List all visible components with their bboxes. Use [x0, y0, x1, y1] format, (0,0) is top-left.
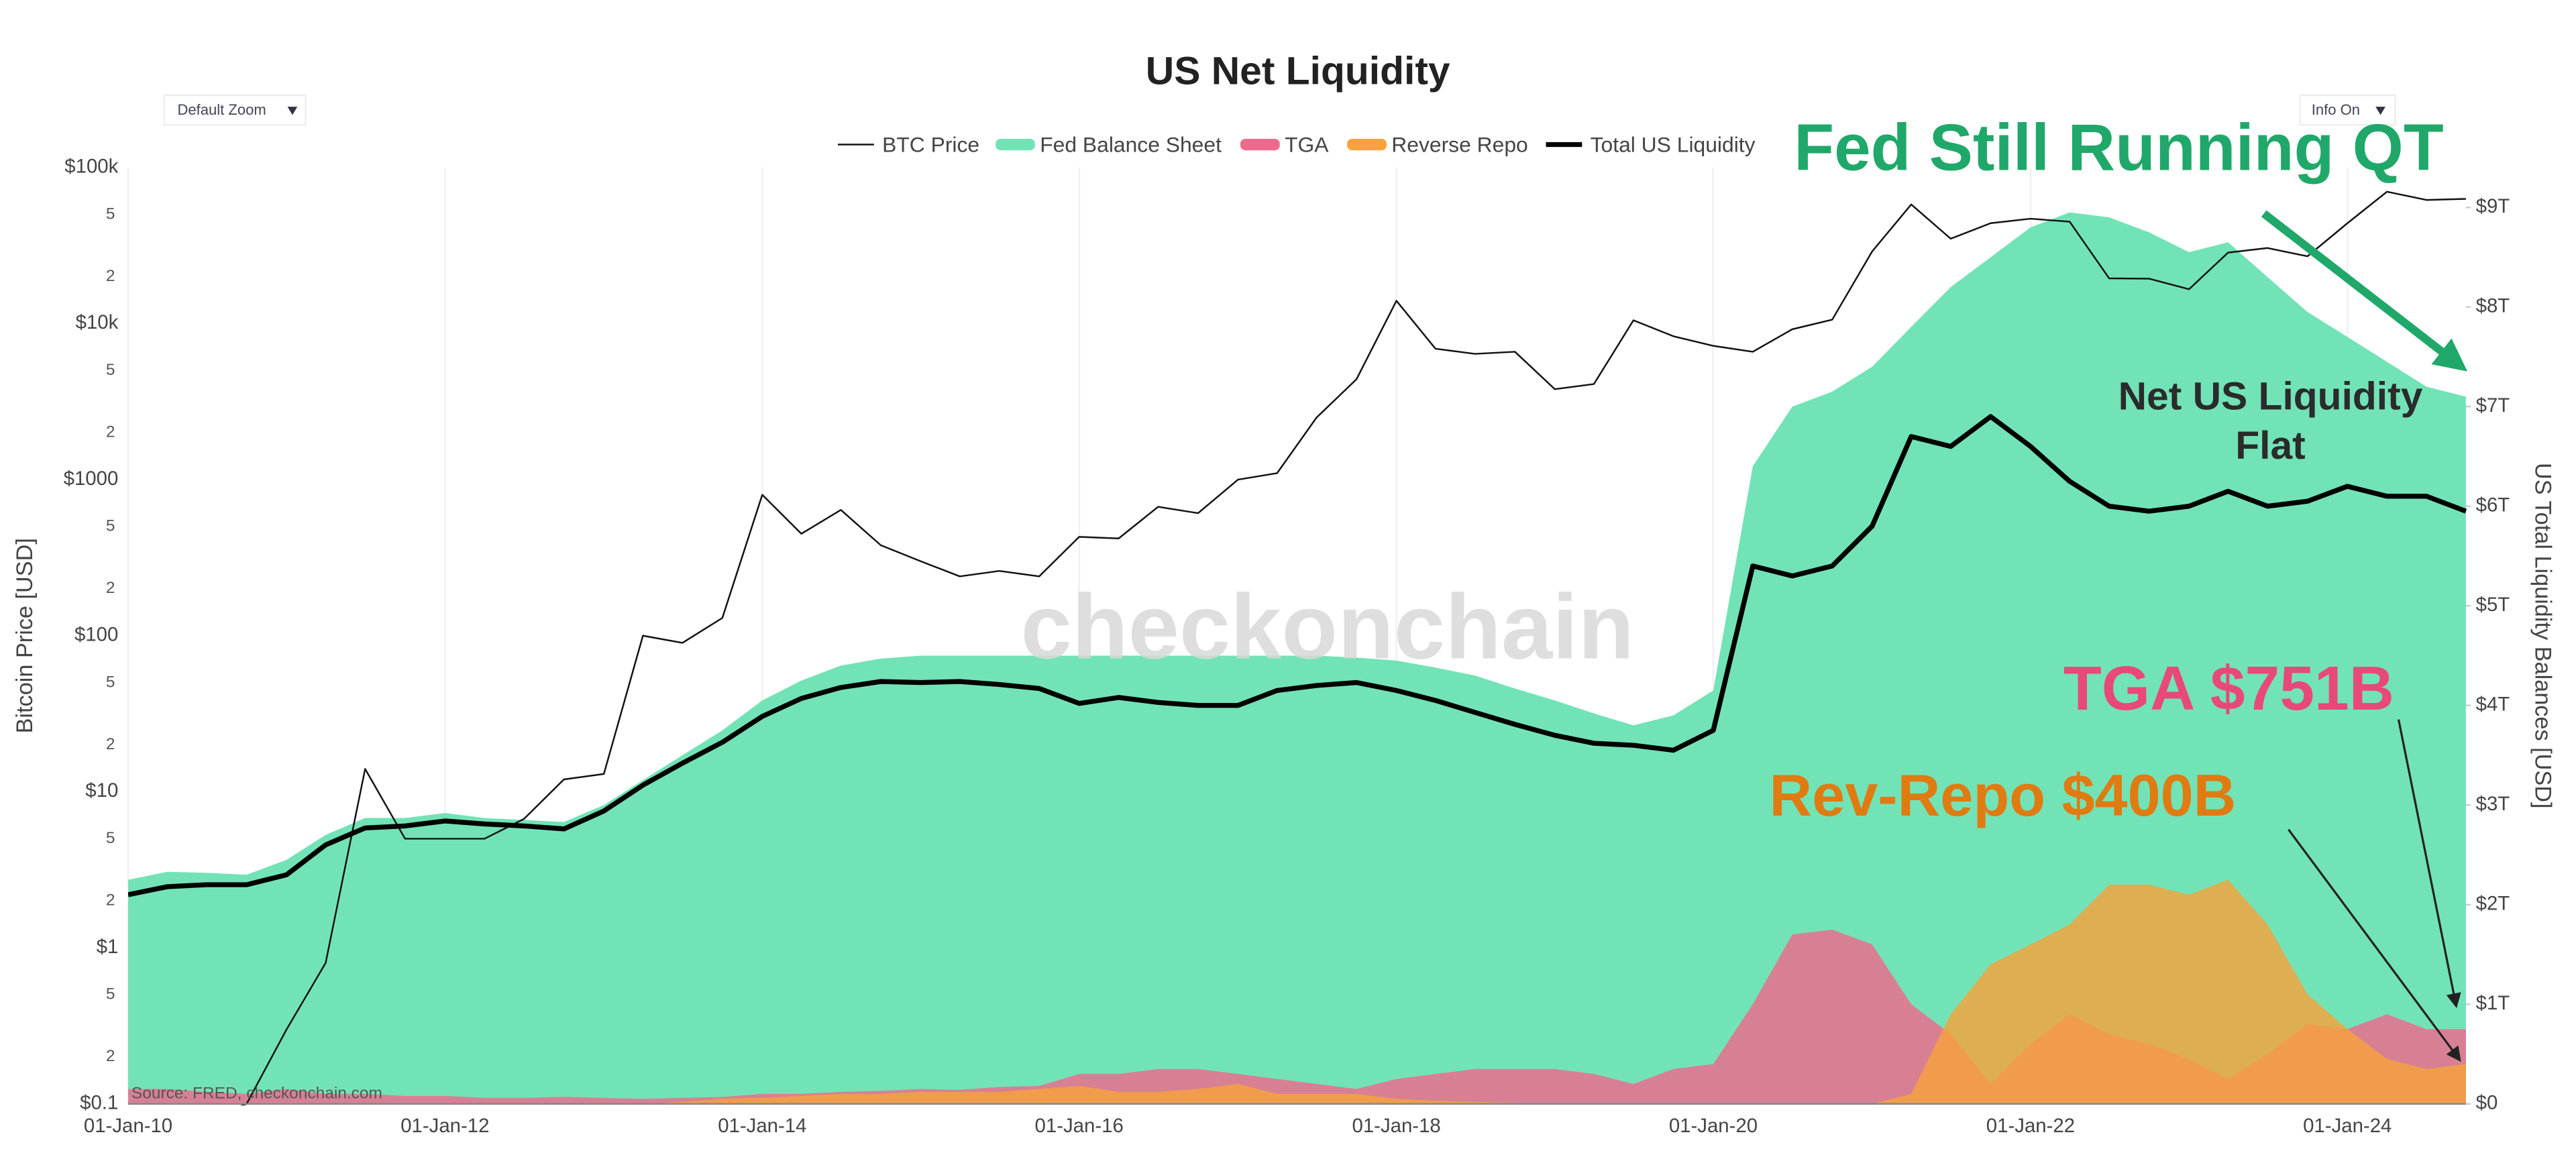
y-tick-label: 5 [106, 361, 115, 379]
line-series [239, 190, 2466, 1106]
x-tick-label: 01-Jan-16 [1035, 1115, 1124, 1137]
annotation: Fed Still Running QT [1794, 111, 2443, 184]
zoom-box[interactable] [163, 94, 307, 126]
annotation: Net US Liquidity [2118, 375, 2423, 419]
area-series [128, 929, 2466, 1104]
area-series [128, 879, 2466, 1104]
legend-swatch [1347, 138, 1387, 151]
area-series [128, 212, 2466, 1104]
lines [128, 190, 2467, 1106]
y2-tick-label: $0 [2476, 1091, 2498, 1113]
y-tick-label: $1000 [64, 468, 119, 490]
y2-tick-label: $8T [2476, 294, 2510, 317]
y2-tick-label: $7T [2476, 394, 2510, 417]
y-tick-label: $10 [85, 779, 118, 802]
annotations: Fed Still Running QT Net US Liquidity Flat… [1770, 111, 2444, 828]
y2-tick-label: $9T [2476, 195, 2510, 217]
axes: 01-Jan-10 01-Jan-12 01-Jan-14 01-Jan-16 01-J… [64, 156, 2510, 1137]
y2-tick-label: $6T [2476, 494, 2510, 516]
info-control[interactable]: Info On [2299, 94, 2396, 126]
annotation: Rev-Repo $400B [1770, 762, 2237, 828]
tga-arrow [2397, 719, 2461, 1009]
zoom-label[interactable]: Default Zoom [177, 101, 266, 118]
legend-label: BTC Price [882, 132, 979, 156]
zoom-control[interactable]: Default Zoom [163, 94, 307, 126]
areas [128, 212, 2466, 1104]
chart-title: US Net Liquidity [1146, 50, 1450, 93]
y-tick-label: 5 [106, 985, 115, 1003]
y2-tick-label: $2T [2476, 892, 2510, 914]
legend: BTC Price Fed Balance Sheet TGA Reverse Rep… [837, 132, 1756, 156]
legend-label: Reverse Repo [1391, 132, 1527, 156]
y-tick-label: $0.1 [80, 1091, 118, 1113]
y-tick-label: 2 [106, 423, 115, 441]
y-tick-label: 2 [106, 579, 115, 597]
y-tick-label: $1 [97, 936, 119, 958]
line-series [128, 414, 2467, 897]
annotation: Flat [2235, 424, 2305, 468]
legend-label: Fed Balance Sheet [1040, 132, 1222, 156]
legend-label: Total US Liquidity [1591, 132, 1756, 156]
qt-arrow [2261, 210, 2468, 372]
x-tick-label: 01-Jan-14 [718, 1115, 806, 1137]
y-tick-label: 2 [106, 891, 115, 909]
rrp-arrow [2288, 828, 2461, 1062]
annotation: TGA $751B [2063, 653, 2394, 723]
x-tick-label: 01-Jan-18 [1352, 1115, 1440, 1137]
y-tick-label: $100 [74, 624, 118, 646]
legend-swatch [996, 138, 1035, 151]
x-tick-label: 01-Jan-22 [1986, 1115, 2075, 1137]
y2-tick-label: $3T [2476, 793, 2510, 815]
y-tick-label: 2 [106, 267, 115, 285]
info-caret[interactable] [2375, 107, 2385, 115]
y2-tick-label: $5T [2476, 594, 2510, 616]
y-tick-label: 5 [106, 673, 115, 691]
y2-tick-label: $4T [2476, 693, 2510, 715]
watermark: checkonchain [1021, 576, 1634, 679]
y2-axis-title: US Total Liquidity Balances [USD] [2530, 463, 2556, 809]
y-tick-label: 5 [106, 829, 115, 847]
legend-label: TGA [1285, 132, 1329, 156]
x-tick-label: 01-Jan-12 [400, 1115, 489, 1137]
x-tick-label: 01-Jan-20 [1669, 1115, 1758, 1137]
y-tick-label: 2 [106, 1047, 115, 1065]
source-note: Source: FRED, checkonchain.com [131, 1084, 382, 1102]
zoom-caret[interactable] [287, 107, 298, 115]
y-tick-label: 5 [106, 205, 115, 223]
y-axis-title: Bitcoin Price [USD] [12, 538, 38, 733]
info-label[interactable]: Info On [2312, 101, 2360, 118]
y-tick-label: $100k [64, 156, 118, 178]
y-tick-label: $10k [76, 311, 119, 333]
y-tick-label: 2 [106, 735, 115, 753]
legend-swatch [1240, 138, 1280, 151]
y-tick-label: 5 [106, 517, 115, 535]
y2-tick-label: $1T [2476, 992, 2510, 1014]
x-tick-label: 01-Jan-24 [2303, 1115, 2392, 1137]
x-tick-label: 01-Jan-10 [84, 1115, 172, 1137]
